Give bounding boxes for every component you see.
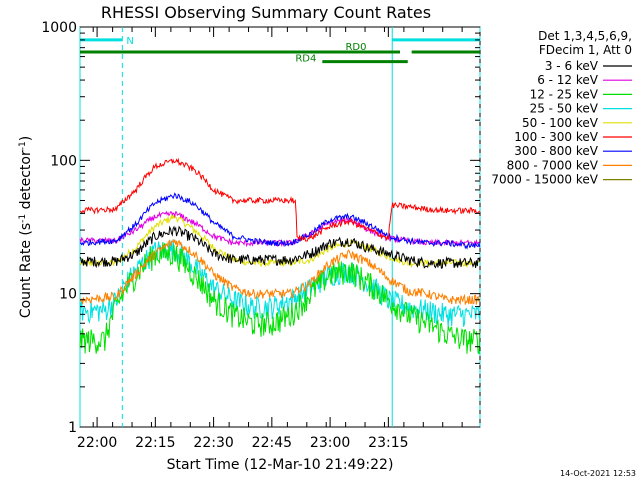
y-tick-label-1: 10 bbox=[59, 287, 77, 303]
attenuator-bars: N RD0 RD4 bbox=[80, 36, 480, 65]
status-bar-label-RD0: RD0 bbox=[345, 42, 366, 53]
legend-label-6: 300 - 800 keV bbox=[514, 144, 598, 158]
x-tick-label-3: 22:45 bbox=[252, 435, 292, 451]
series-line-1 bbox=[79, 210, 480, 248]
series-line-0 bbox=[79, 225, 481, 269]
status-bar-label-RD4: RD4 bbox=[295, 54, 316, 65]
y-tick-label-3: 1000 bbox=[41, 20, 77, 36]
x-tick-label-4: 23:00 bbox=[310, 435, 350, 451]
legend-header-line-2: FDecim 1, Att 0 bbox=[539, 43, 632, 57]
legend: Det 1,3,4,5,6,9, FDecim 1, Att 0 3 - 6 k… bbox=[491, 29, 632, 187]
y-tick-label-2: 100 bbox=[50, 153, 77, 169]
x-axis-label: Start Time (12-Mar-10 21:49:22) bbox=[167, 457, 394, 473]
legend-label-0: 3 - 6 keV bbox=[545, 59, 599, 73]
x-tick-label-0: 22:00 bbox=[77, 435, 117, 451]
legend-label-4: 50 - 100 keV bbox=[522, 116, 599, 130]
series-line-5 bbox=[79, 157, 480, 242]
x-tick-label-2: 22:30 bbox=[193, 435, 233, 451]
series-line-7 bbox=[79, 239, 481, 306]
x-axis-ticks: 22:00 22:15 22:30 22:45 23:00 23:15 bbox=[77, 27, 463, 451]
y-axis-ticks: 1 10 100 1000 bbox=[41, 20, 480, 436]
footer-date: 14-Oct-2021 12:53 bbox=[560, 469, 636, 478]
legend-label-8: 7000 - 15000 keV bbox=[491, 173, 598, 187]
x-tick-label-1: 22:15 bbox=[135, 435, 175, 451]
series-lines bbox=[79, 157, 481, 355]
legend-header-line-1: Det 1,3,4,5,6,9, bbox=[538, 29, 632, 43]
legend-label-1: 6 - 12 keV bbox=[537, 73, 599, 87]
y-tick-label-0: 1 bbox=[68, 420, 77, 436]
y-label-sup2: -1 bbox=[18, 141, 28, 150]
legend-label-7: 800 - 7000 keV bbox=[507, 158, 599, 172]
legend-label-3: 25 - 50 keV bbox=[530, 102, 599, 116]
series-line-3 bbox=[79, 239, 481, 328]
series-line-2 bbox=[79, 242, 481, 355]
chart-title: RHESSI Observing Summary Count Rates bbox=[101, 3, 431, 22]
status-bar-label-N: N bbox=[126, 36, 133, 47]
y-axis-label: Count Rate (s-1 detector-1) bbox=[18, 136, 34, 318]
y-label-main: Count Rate (s bbox=[18, 223, 34, 318]
legend-label-5: 100 - 300 keV bbox=[514, 130, 598, 144]
legend-label-2: 12 - 25 keV bbox=[530, 87, 599, 101]
y-label-sup1: -1 bbox=[18, 214, 28, 223]
x-tick-label-5: 23:15 bbox=[368, 435, 408, 451]
vertical-markers bbox=[79, 27, 481, 427]
series-line-6 bbox=[79, 192, 481, 250]
y-label-end: ) bbox=[18, 136, 34, 141]
y-label-mid: detector bbox=[18, 150, 34, 214]
